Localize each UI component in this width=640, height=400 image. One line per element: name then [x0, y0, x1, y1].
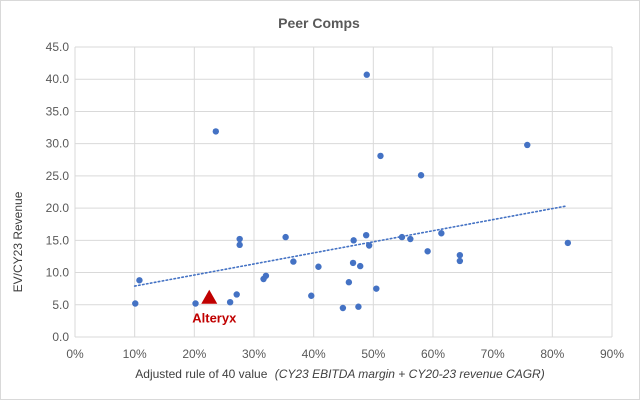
y-tick-label: 30.0: [46, 137, 70, 151]
data-point: [339, 304, 347, 312]
data-point: [417, 172, 425, 179]
x-tick-labels: 0% 10% 20% 30% 40% 50% 60% 70% 80% 90%: [66, 347, 624, 361]
data-point: [362, 231, 370, 239]
data-point: [315, 263, 322, 270]
highlight-label: Alteryx: [192, 311, 237, 326]
gridlines: [74, 46, 613, 338]
y-tick-label: 20.0: [46, 201, 70, 215]
x-tick-label: 10%: [123, 347, 147, 361]
data-point: [424, 248, 431, 255]
data-point: [350, 237, 357, 244]
y-tick-label: 25.0: [46, 169, 70, 183]
x-axis-title: Adjusted rule of 40 value (CY23 EBITDA m…: [135, 367, 544, 381]
data-point: [349, 259, 357, 267]
trendline-layer: [133, 205, 567, 287]
data-point: [373, 285, 380, 292]
data-point: [262, 272, 270, 279]
x-axis-title-italic: (CY23 EBITDA margin + CY20-23 revenue CA…: [275, 367, 545, 381]
data-point: [357, 262, 364, 270]
data-point: [282, 233, 289, 241]
y-axis-title: EV/CY23 Revenue: [11, 191, 25, 292]
data-point: [438, 230, 445, 237]
highlight-layer: Alteryx: [192, 289, 237, 326]
data-point: [226, 299, 234, 306]
x-tick-label: 20%: [182, 347, 206, 361]
y-tick-label: 15.0: [46, 233, 70, 247]
x-axis-title-main: Adjusted rule of 40 value: [135, 367, 267, 381]
data-point: [136, 277, 143, 284]
data-point: [456, 251, 464, 259]
x-tick-label: 80%: [540, 347, 564, 361]
data-point: [398, 233, 406, 241]
x-tick-label: 90%: [600, 347, 624, 361]
x-tick-label: 0%: [66, 347, 84, 361]
data-point: [524, 141, 531, 149]
x-tick-label: 30%: [242, 347, 266, 361]
y-tick-label: 45.0: [46, 40, 70, 54]
highlight-marker: [201, 289, 218, 304]
x-tick-label: 40%: [302, 347, 326, 361]
data-point: [132, 300, 139, 307]
chart-title: Peer Comps: [278, 15, 360, 31]
data-point: [355, 303, 362, 310]
x-tick-label: 70%: [481, 347, 505, 361]
data-point: [456, 257, 464, 265]
y-tick-label: 35.0: [46, 104, 70, 118]
data-point: [192, 300, 199, 307]
data-point: [377, 152, 384, 160]
data-point: [233, 291, 240, 298]
y-tick-label: 40.0: [46, 72, 70, 86]
y-tick-label: 0.0: [52, 330, 69, 344]
data-point: [236, 235, 243, 243]
x-tick-label: 60%: [421, 347, 445, 361]
y-tick-labels: 0.0 5.0 10.0 15.0 20.0 25.0 30.0 35.0 40.0 45.0: [46, 40, 70, 344]
data-point: [308, 292, 315, 299]
data-point: [407, 235, 414, 243]
data-point: [236, 241, 243, 249]
data-point: [564, 239, 572, 247]
trendline: [133, 205, 567, 287]
data-point: [363, 71, 370, 78]
y-tick-label: 5.0: [52, 298, 69, 312]
data-point: [345, 279, 353, 286]
data-point: [290, 258, 297, 265]
data-points: [132, 71, 572, 312]
x-tick-label: 50%: [361, 347, 385, 361]
data-point: [365, 242, 373, 249]
data-point: [212, 128, 220, 135]
y-tick-label: 10.0: [46, 266, 70, 280]
